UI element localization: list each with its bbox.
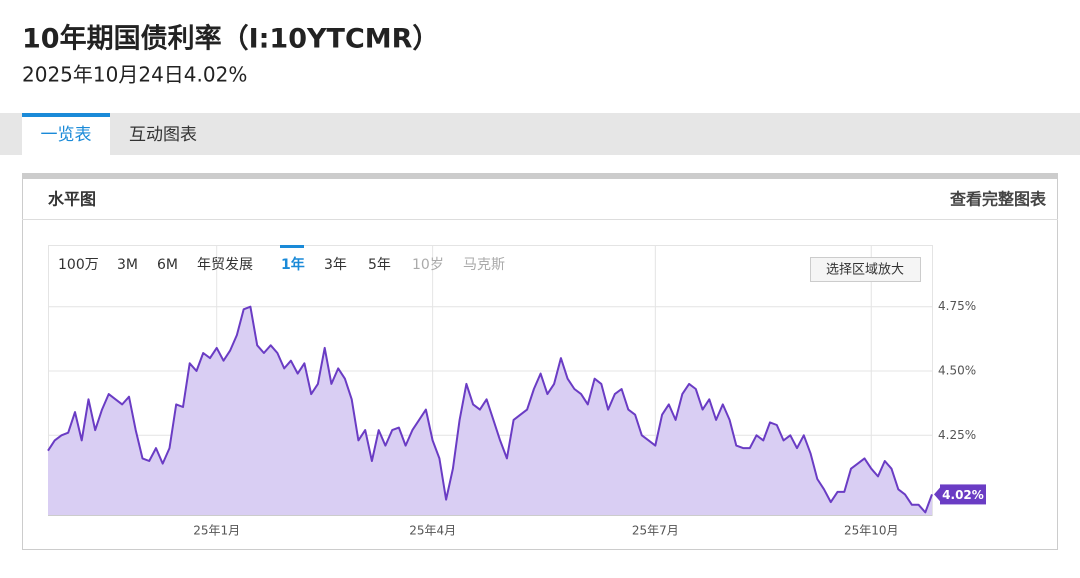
range-button[interactable]: 1年 [281, 256, 305, 273]
panel-title: 水平图 [48, 190, 96, 209]
x-tick-label: 25年7月 [632, 524, 679, 538]
x-tick-label: 25年1月 [193, 524, 240, 538]
range-button[interactable]: 年贸发展 [197, 257, 253, 273]
last-value-badge [940, 484, 986, 505]
page-title: 10年期国债利率（I:10YTCMR） [22, 23, 439, 55]
range-button[interactable]: 马克斯 [463, 257, 505, 273]
range-button[interactable]: 100万 [58, 257, 99, 273]
range-button[interactable]: 3M [117, 257, 138, 273]
line [47, 305, 933, 514]
tab-bar [0, 113, 1080, 155]
range-active-indicator [280, 245, 304, 248]
last-value-pointer [934, 486, 941, 503]
range-button[interactable]: 10岁 [412, 257, 444, 273]
tab-indicator [22, 113, 110, 117]
x-tick-label: 25年4月 [409, 524, 456, 538]
page-subtitle: 2025年10月24日4.02% [22, 63, 247, 87]
range-button[interactable]: 5年 [368, 257, 391, 273]
y-tick-label: 4.25% [938, 428, 976, 442]
tab[interactable]: 一览表 [41, 125, 92, 145]
y-tick-label: 4.50% [938, 364, 976, 378]
last-value-label: 4.02% [942, 488, 984, 502]
zoom-button[interactable]: 选择区域放大 [826, 263, 904, 278]
y-tick-label: 4.75% [938, 299, 976, 313]
range-button[interactable]: 3年 [324, 257, 347, 273]
x-tick-label: 25年10月 [844, 524, 899, 538]
range-button[interactable]: 6M [157, 257, 178, 273]
panel-top-border [22, 173, 1058, 179]
tab[interactable]: 互动图表 [129, 125, 197, 145]
full-chart-link[interactable]: 查看完整图表 [950, 190, 1047, 209]
zoom-button-bg[interactable] [810, 257, 921, 282]
chart: 4.25% 4.50% 4.75% 25年1月 25年4月 25年7月 25年10月 4.02… [47, 245, 986, 538]
tab-active-bg [22, 113, 110, 155]
